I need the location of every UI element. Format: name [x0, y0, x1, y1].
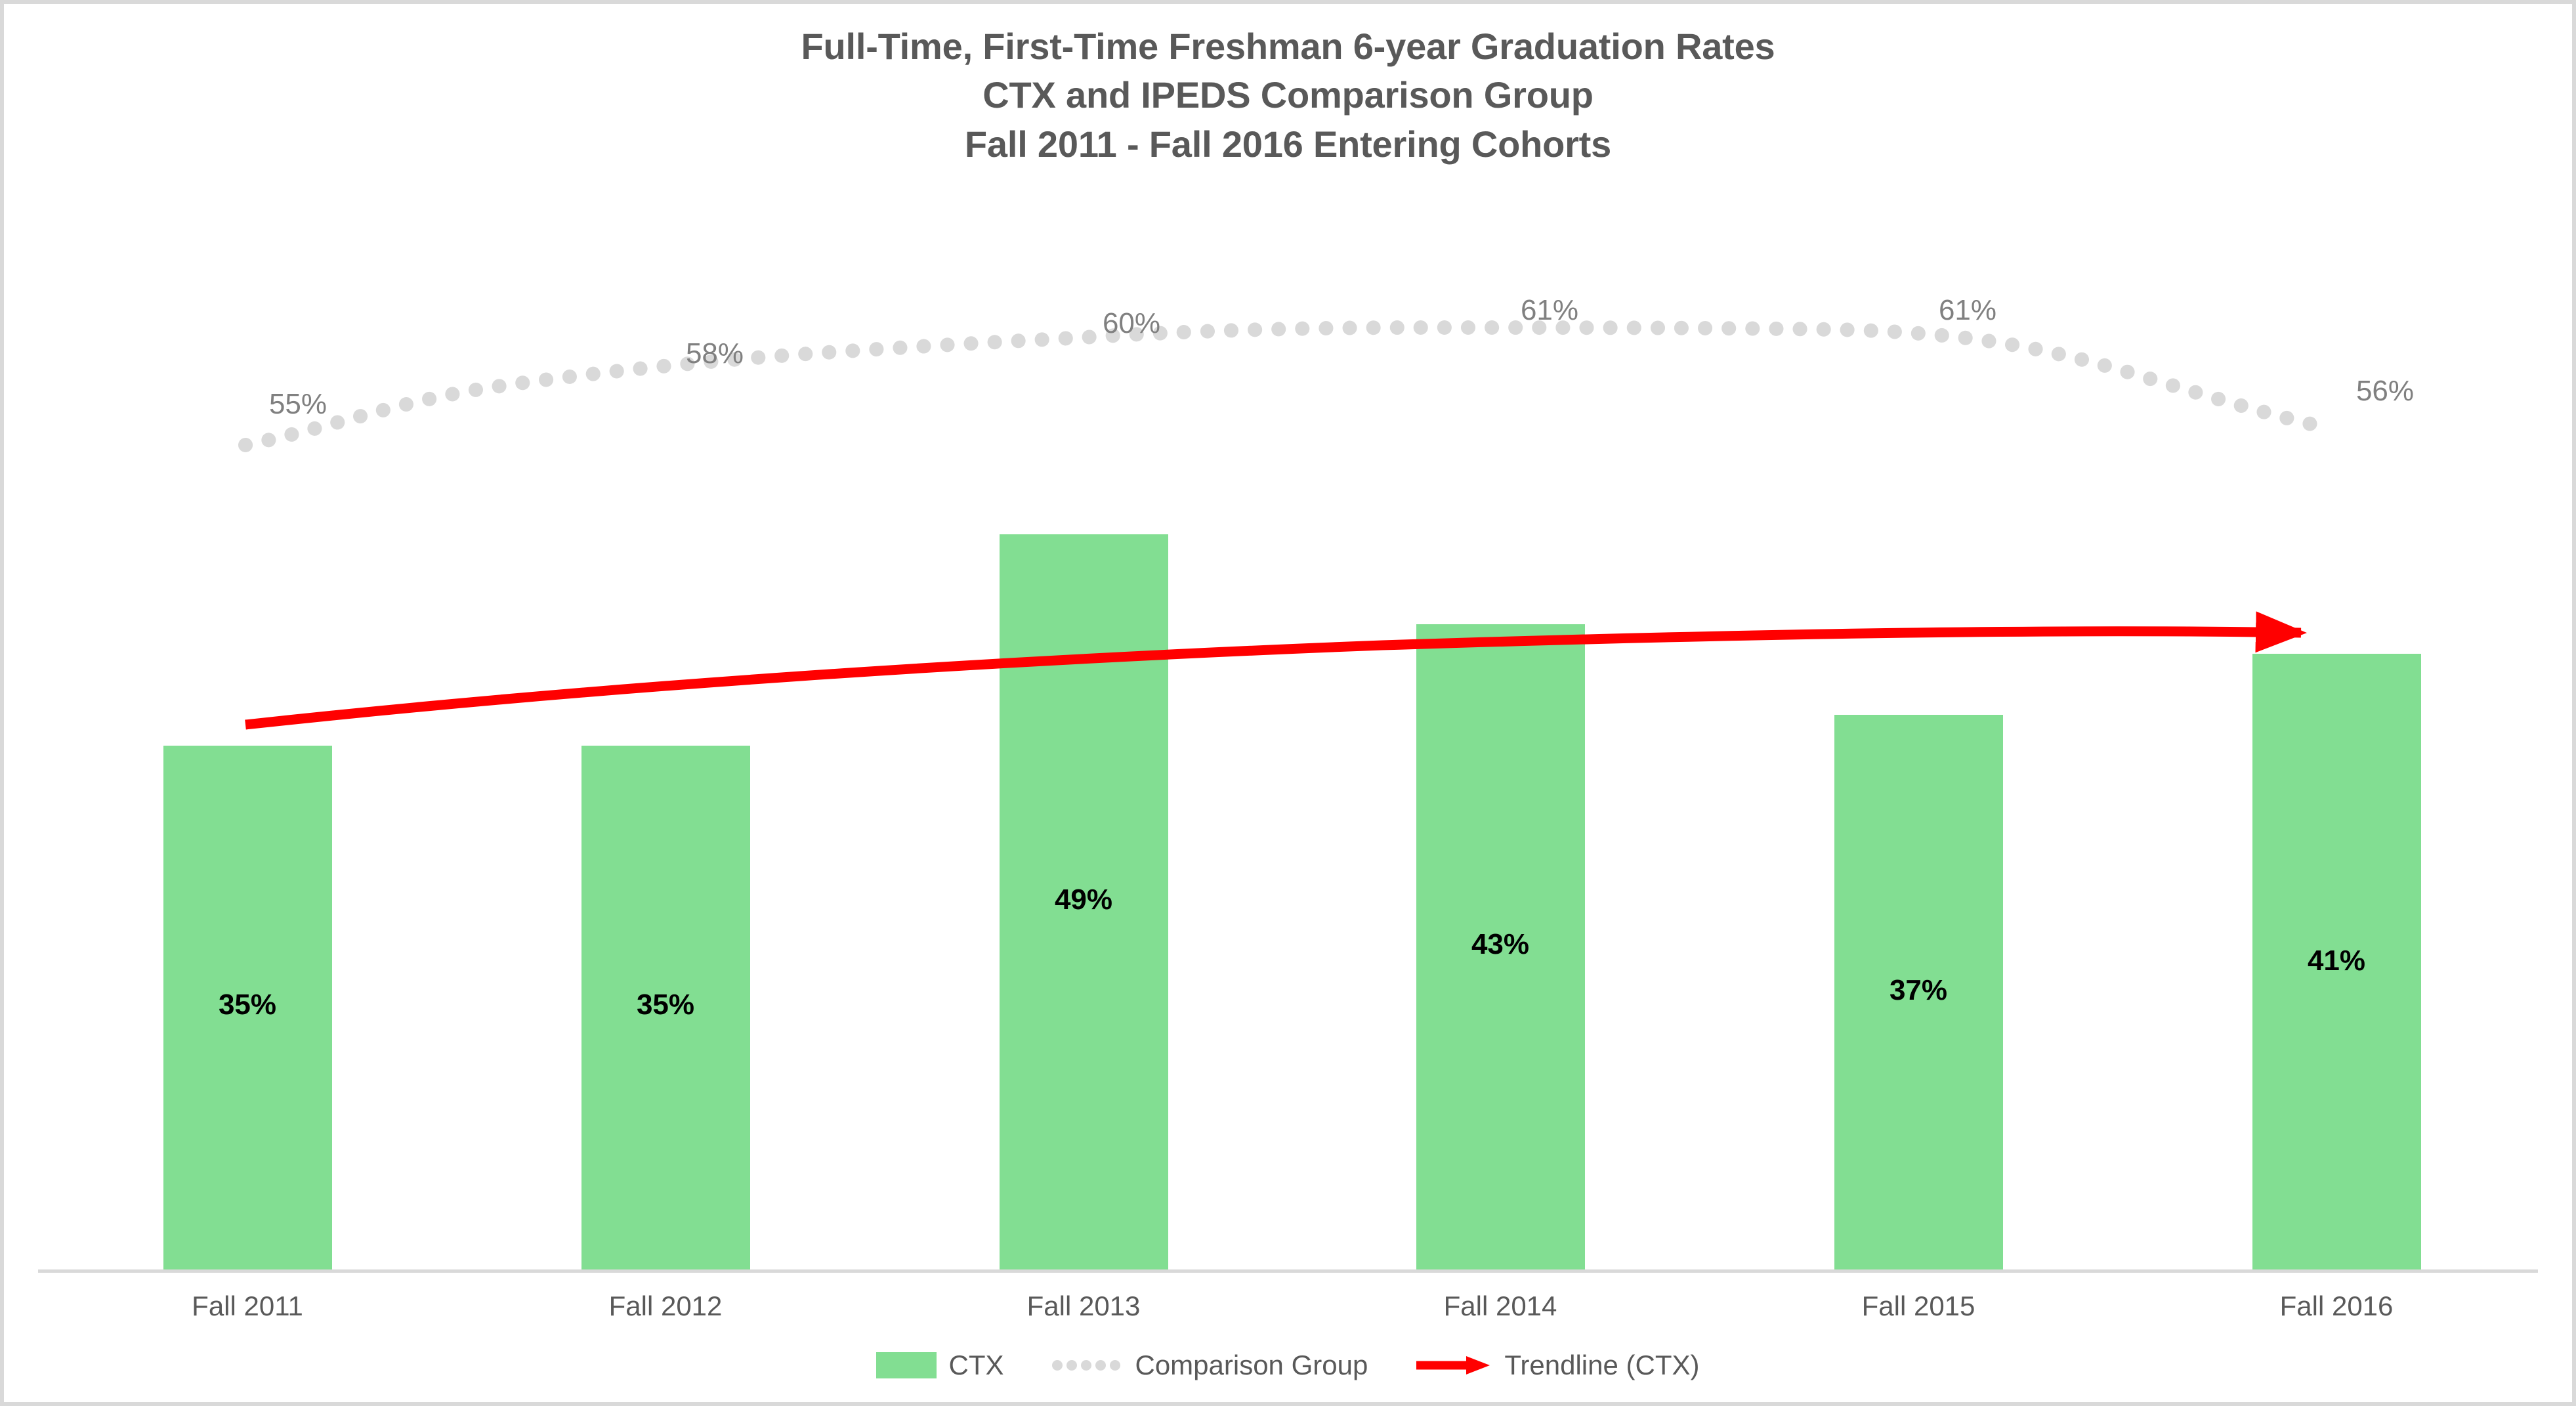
chart-title-line-1: Full-Time, First-Time Freshman 6-year Gr… — [801, 26, 1775, 67]
comparison-label-fall-2014: 61% — [1520, 294, 1579, 326]
comparison-label-fall-2016: 56% — [2355, 375, 2415, 407]
legend-item-trendline[interactable]: Trendline (CTX) — [1415, 1350, 1700, 1381]
bar-fall-2015[interactable] — [1834, 715, 2003, 1269]
x-tick-fall-2011: Fall 2011 — [192, 1290, 303, 1321]
x-axis-line — [38, 1269, 2538, 1273]
legend-label-trendline: Trendline (CTX) — [1504, 1350, 1700, 1380]
legend-item-ctx[interactable]: CTX — [876, 1350, 1003, 1381]
x-tick-fall-2016: Fall 2016 — [2279, 1290, 2394, 1321]
comparison-label-fall-2011: 55% — [268, 388, 327, 420]
chart-legend: CTX Comparison Group Tren — [4, 1350, 2572, 1381]
bar-fall-2012[interactable] — [581, 746, 750, 1269]
comparison-group-line — [238, 320, 2333, 452]
bar-label-fall-2015: 37% — [1889, 974, 1948, 1006]
bar-label-fall-2012: 35% — [636, 989, 695, 1021]
comparison-label-fall-2012: 58% — [685, 337, 744, 370]
bar-fall-2011[interactable] — [163, 746, 332, 1269]
x-tick-fall-2013: Fall 2013 — [1026, 1290, 1141, 1321]
plot-area: 35% 35% 49% 43% 37% 41% 55% 58% 60% 61% … — [4, 4, 2572, 1402]
green-bar-swatch-icon — [876, 1352, 937, 1378]
x-tick-fall-2012: Fall 2012 — [608, 1290, 723, 1321]
ctx-trendline — [245, 611, 2307, 730]
bar-label-fall-2013: 49% — [1054, 884, 1113, 916]
legend-label-comparison-group: Comparison Group — [1135, 1350, 1368, 1380]
legend-label-ctx: CTX — [948, 1350, 1004, 1380]
bar-label-fall-2016: 41% — [2307, 945, 2366, 977]
chart-title-line-2: CTX and IPEDS Comparison Group — [982, 74, 1594, 116]
red-arrow-swatch-icon — [1415, 1354, 1492, 1376]
bar-label-fall-2011: 35% — [218, 989, 277, 1021]
bar-fall-2016[interactable] — [2252, 654, 2421, 1269]
chart-title-line-3: Fall 2011 - Fall 2016 Entering Cohorts — [964, 123, 1612, 165]
x-tick-fall-2015: Fall 2015 — [1861, 1290, 1975, 1321]
bar-label-fall-2014: 43% — [1471, 928, 1530, 960]
legend-item-comparison-group[interactable]: Comparison Group — [1051, 1350, 1368, 1381]
x-tick-fall-2014: Fall 2014 — [1443, 1290, 1557, 1321]
comparison-label-fall-2015: 61% — [1938, 294, 1997, 326]
bar-fall-2014[interactable] — [1416, 624, 1585, 1269]
dotted-line-swatch-icon — [1051, 1359, 1123, 1372]
comparison-label-fall-2013: 60% — [1102, 307, 1161, 339]
chart-title: Full-Time, First-Time Freshman 6-year Gr… — [4, 22, 2572, 169]
